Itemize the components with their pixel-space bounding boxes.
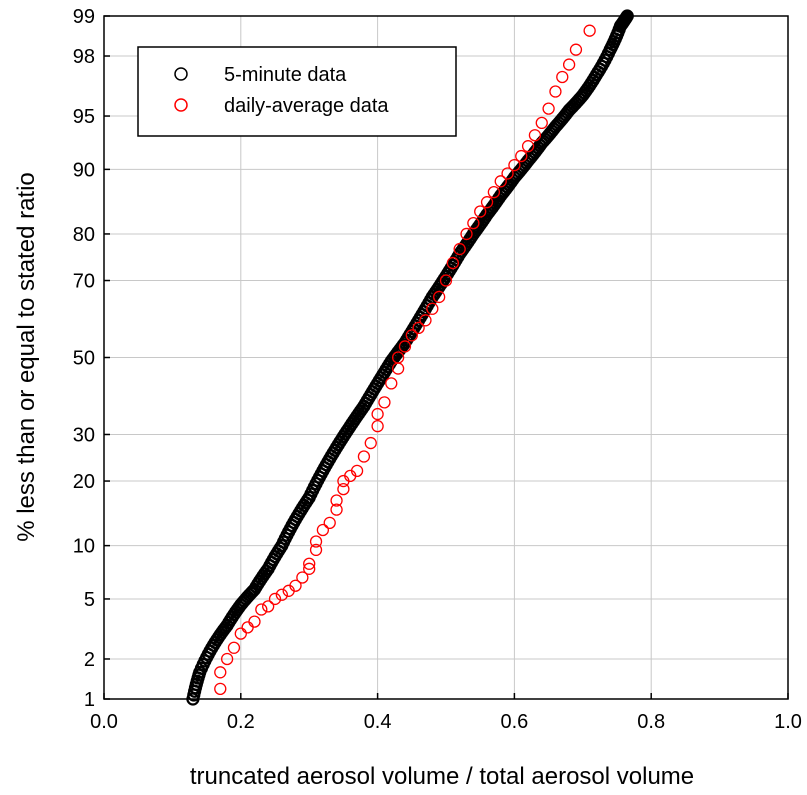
point-daily-average — [262, 600, 275, 613]
point-daily-average — [467, 216, 480, 230]
point-daily-average — [391, 351, 405, 364]
y-tick-label: 98 — [73, 46, 95, 68]
x-tick-label: 0.2 — [227, 711, 255, 733]
point-daily-average — [330, 503, 343, 516]
point-daily-average — [255, 603, 268, 616]
point-daily-average — [316, 523, 330, 537]
point-daily-average — [528, 129, 542, 142]
y-axis-title: % less than or equal to stated ratio — [13, 172, 40, 542]
point-daily-average — [542, 102, 555, 115]
x-ticks: 0.0 0.2 0.4 0.6 0.8 1.0 — [90, 693, 802, 733]
series-5-minute — [186, 9, 634, 706]
point-daily-average — [234, 627, 247, 640]
point-daily-average — [289, 579, 302, 592]
point-daily-average — [562, 58, 576, 71]
point-daily-average — [214, 682, 227, 695]
point-daily-average — [569, 43, 583, 56]
point-daily-average — [412, 321, 425, 335]
point-daily-average — [385, 377, 398, 390]
point-daily-average — [371, 407, 384, 421]
point-daily-average — [419, 314, 432, 327]
point-daily-average — [515, 149, 528, 163]
legend-box — [137, 46, 457, 137]
point-daily-average — [220, 652, 234, 666]
x-tick-label: 0.8 — [637, 711, 665, 733]
point-daily-average — [487, 185, 501, 199]
point-daily-average — [337, 482, 350, 496]
point-daily-average — [214, 666, 227, 679]
legend-label-5-minute: 5-minute data — [224, 64, 347, 86]
legend: 5-minute data daily-average data — [137, 46, 457, 137]
legend-marker-daily-average — [174, 98, 188, 112]
point-daily-average — [501, 167, 514, 180]
legend-label-daily-average: daily-average data — [224, 95, 389, 117]
point-daily-average — [426, 302, 439, 315]
y-tick-label: 90 — [73, 159, 95, 181]
point-daily-average — [439, 274, 453, 287]
y-tick-label: 95 — [73, 106, 95, 128]
y-tick-label: 20 — [73, 471, 95, 493]
point-daily-average — [433, 290, 446, 304]
point-5-minute — [620, 9, 634, 23]
point-daily-average — [583, 24, 596, 37]
point-daily-average — [248, 615, 261, 628]
point-daily-average — [474, 205, 487, 218]
y-tick-label: 5 — [84, 589, 95, 611]
point-daily-average — [330, 494, 343, 507]
y-ticks: 1 2 5 10 20 30 50 70 80 90 95 98 99 — [73, 6, 110, 711]
y-tick-label: 99 — [73, 6, 95, 28]
point-daily-average — [378, 396, 391, 409]
point-daily-average — [303, 562, 316, 575]
point-daily-average — [241, 621, 254, 634]
point-daily-average — [268, 592, 282, 606]
x-axis-title: truncated aerosol volume / total aerosol… — [190, 763, 694, 790]
point-daily-average — [350, 464, 364, 478]
point-daily-average — [323, 516, 336, 530]
point-daily-average — [357, 450, 371, 463]
point-daily-average — [460, 227, 473, 241]
point-daily-average — [371, 420, 384, 433]
point-daily-average — [303, 557, 316, 570]
y-tick-label: 10 — [73, 536, 95, 558]
point-daily-average — [521, 140, 535, 153]
x-tick-label: 0.6 — [500, 711, 528, 733]
point-daily-average — [309, 543, 323, 557]
point-daily-average — [275, 588, 288, 601]
series-daily-average — [214, 24, 596, 695]
y-tick-label: 80 — [73, 224, 95, 246]
point-daily-average — [296, 571, 309, 584]
point-daily-average — [227, 641, 241, 654]
x-tick-label: 0.4 — [364, 711, 392, 733]
point-daily-average — [446, 256, 459, 270]
y-tick-label: 50 — [73, 348, 95, 370]
point-daily-average — [556, 70, 569, 84]
y-tick-label: 2 — [84, 649, 95, 671]
y-tick-label: 30 — [73, 424, 95, 446]
point-daily-average — [453, 242, 466, 256]
point-daily-average — [405, 329, 418, 342]
y-tick-label: 1 — [84, 689, 95, 711]
point-daily-average — [508, 158, 521, 172]
y-tick-label: 70 — [73, 271, 95, 293]
point-daily-average — [364, 436, 377, 450]
x-tick-label: 1.0 — [774, 711, 802, 733]
point-daily-average — [480, 196, 494, 209]
point-daily-average — [398, 340, 412, 353]
legend-marker-5-minute — [174, 67, 188, 81]
point-daily-average — [494, 175, 507, 188]
point-daily-average — [549, 85, 562, 98]
x-tick-label: 0.0 — [90, 711, 118, 733]
point-daily-average — [309, 535, 323, 548]
point-daily-average — [535, 116, 548, 130]
